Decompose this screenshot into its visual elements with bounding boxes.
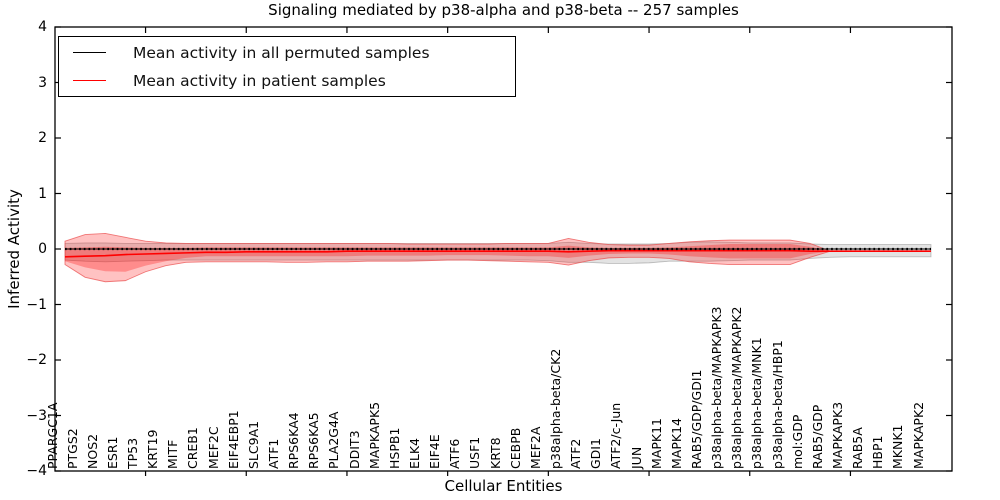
x-tick-label: USF1	[467, 436, 483, 469]
x-tick-label: MITF	[165, 439, 181, 469]
x-tick-label: PTGS2	[64, 428, 80, 469]
x-axis-label: Cellular Entities	[444, 477, 563, 495]
patient-outer-band	[64, 233, 931, 283]
x-tick-label: p38alpha-beta/CK2	[547, 348, 563, 469]
x-tick-label: ATF2/c-Jun	[608, 402, 624, 469]
x-tick-label: MAPKAPK2	[910, 401, 926, 469]
x-tick-label: SLC9A1	[245, 420, 261, 469]
x-tick-label: p38alpha-beta/MAPKAPK3	[709, 306, 725, 470]
legend-label-patient: Mean activity in patient samples	[133, 71, 386, 90]
patient-mean-line	[64, 249, 931, 258]
legend-item-permuted: Mean activity in all permuted samples	[59, 42, 515, 64]
x-tick-label: MKNK1	[890, 424, 906, 469]
x-tick-label: RAB5A	[850, 427, 866, 469]
x-tick-label: p38alpha-beta/MAPKAPK2	[729, 306, 745, 470]
y-tick-label: 4	[38, 19, 47, 35]
y-tick-label: 1	[38, 185, 47, 202]
x-tick-label: MAPK14	[668, 418, 684, 469]
y-tick-label: 3	[38, 74, 47, 91]
x-tick-label: p38alpha-beta/HBP1	[769, 340, 785, 469]
x-tick-label: RPS6KA4	[286, 412, 302, 469]
x-tick-label: ATF6	[447, 438, 463, 469]
x-tick-label: RAB5/GDP	[809, 404, 825, 469]
x-tick-label: p38alpha-beta/MNK1	[749, 337, 765, 469]
y-tick-label: −1	[26, 296, 47, 313]
x-tick-label: KRT8	[487, 437, 503, 469]
x-tick-label: HBP1	[870, 435, 886, 469]
legend: Mean activity in all permuted samples Me…	[58, 36, 516, 97]
x-tick-label: MAPKAPK3	[829, 401, 845, 469]
x-tick-label: RAB5/GDP/GDI1	[688, 369, 704, 469]
permuted-line-swatch	[73, 52, 106, 53]
y-tick-label: −4	[26, 463, 47, 479]
legend-label-permuted: Mean activity in all permuted samples	[133, 43, 430, 62]
x-tick-label: DDIT3	[346, 430, 362, 469]
x-tick-label: mol:GDP	[789, 414, 805, 469]
y-tick-label: 2	[38, 130, 47, 146]
x-tick-label: PPARGC1A	[44, 402, 60, 469]
x-tick-label: ESR1	[104, 436, 120, 469]
x-tick-label: KRT19	[145, 429, 161, 469]
x-tick-label: EIF4E	[427, 434, 443, 469]
x-tick-label: CEBPB	[507, 427, 523, 469]
x-tick-label: MAPK11	[648, 418, 664, 469]
x-tick-label: MAPKAPK5	[366, 401, 382, 469]
x-tick-label: NOS2	[84, 433, 100, 469]
x-tick-label: GDI1	[588, 438, 604, 469]
patient-line-swatch	[73, 80, 106, 81]
x-tick-label: JUN	[628, 446, 644, 469]
y-tick-label: −2	[26, 352, 47, 368]
x-tick-label: CREB1	[185, 427, 201, 469]
x-tick-label: RPS6KA5	[306, 412, 322, 469]
x-tick-label: MEF2C	[205, 426, 221, 469]
chart-title: Signaling mediated by p38-alpha and p38-…	[268, 1, 739, 19]
x-tick-label: PLA2G4A	[326, 411, 342, 469]
x-tick-label: ATF2	[568, 438, 584, 469]
x-tick-label: EIF4EBP1	[225, 410, 241, 469]
y-tick-label: −3	[26, 407, 47, 424]
x-tick-label: MEF2A	[527, 426, 543, 469]
legend-item-patient: Mean activity in patient samples	[59, 70, 515, 92]
x-tick-label: ELK4	[407, 437, 422, 469]
x-tick-label: HSPB1	[386, 427, 402, 469]
y-tick-label: 0	[38, 241, 47, 257]
x-tick-label: TP53	[125, 437, 141, 469]
x-tick-label: ATF1	[266, 438, 282, 469]
